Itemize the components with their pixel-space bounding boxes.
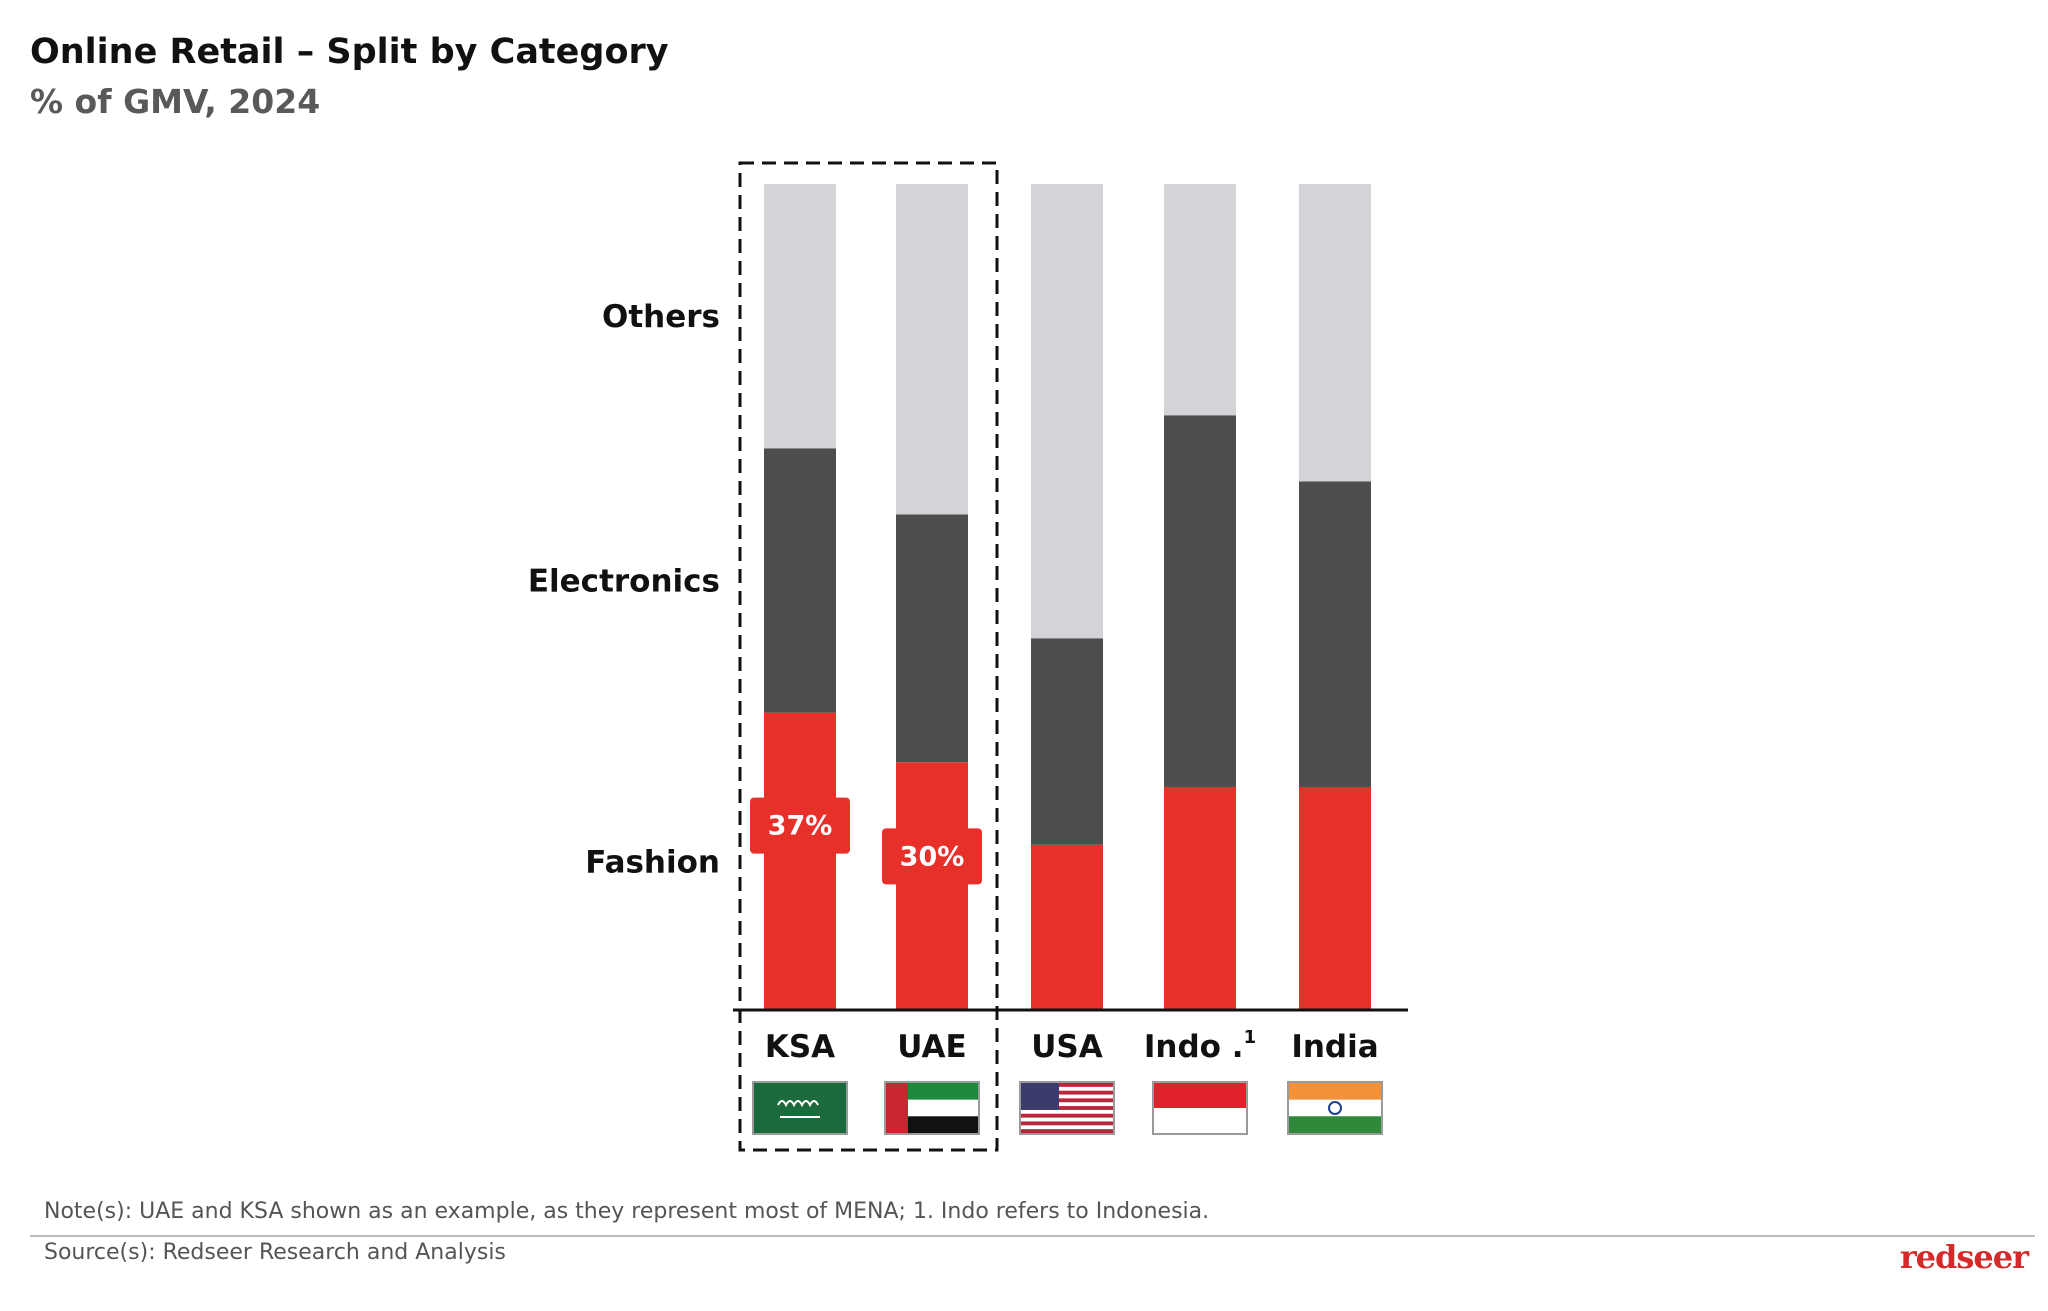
series-label-fashion: Fashion bbox=[585, 844, 720, 880]
chart-title: Online Retail – Split by Category bbox=[30, 32, 669, 72]
usa-flag-stripe bbox=[1021, 1098, 1113, 1103]
category-label-ksa: KSA bbox=[765, 1029, 835, 1065]
bar-electronics-ksa bbox=[764, 448, 836, 713]
india-flag-chakra bbox=[1328, 1101, 1342, 1115]
usa-flag-stripe bbox=[1021, 1106, 1113, 1110]
category-label-usa: USA bbox=[1031, 1029, 1103, 1065]
source-text: Source(s): Redseer Research and Analysis bbox=[44, 1240, 506, 1265]
bar-others-indo bbox=[1164, 184, 1236, 416]
bar-fashion-usa bbox=[1031, 844, 1103, 1010]
uae-flag bbox=[886, 1083, 978, 1100]
india-flag-green bbox=[1289, 1116, 1381, 1133]
bar-fashion-india bbox=[1299, 786, 1371, 1010]
usa-flag-stripe bbox=[1021, 1129, 1113, 1133]
usa-flag-canton bbox=[1021, 1083, 1059, 1110]
series-label-others: Others bbox=[602, 299, 720, 335]
stacked-bar-chart: 37% 30% KSA UAE USA Indo .1 India Fashion Electr… bbox=[528, 161, 1408, 1152]
bar-electronics-uae bbox=[896, 514, 968, 763]
uae-flag-red bbox=[886, 1083, 908, 1133]
data-label-box-ksa bbox=[750, 797, 850, 854]
brand-logo: redseer bbox=[1899, 1238, 2029, 1276]
bar-others-uae bbox=[896, 184, 968, 515]
footnote: Note(s): UAE and KSA shown as an example… bbox=[44, 1199, 1210, 1224]
india-flag-white bbox=[1289, 1099, 1381, 1117]
india-flag bbox=[1289, 1083, 1381, 1100]
series-label-electronics: Electronics bbox=[528, 563, 720, 599]
category-label-india: India bbox=[1291, 1029, 1378, 1065]
bar-others-usa bbox=[1031, 184, 1103, 639]
category-label-indo: Indo .1 bbox=[1144, 1027, 1256, 1065]
usa-flag-stripe bbox=[1021, 1113, 1113, 1118]
bar-electronics-indo bbox=[1164, 415, 1236, 787]
bar-fashion-ksa bbox=[764, 712, 836, 1010]
usa-flag-stripe bbox=[1021, 1083, 1113, 1087]
bar-electronics-india bbox=[1299, 481, 1371, 787]
saudi-arabia-flag bbox=[754, 1083, 846, 1133]
bar-fashion-indo bbox=[1164, 786, 1236, 1010]
saudi-flag-script bbox=[777, 1100, 819, 1108]
footer-divider bbox=[30, 1235, 2035, 1237]
chart-subtitle: % of GMV, 2024 bbox=[30, 82, 321, 121]
uae-flag-black bbox=[886, 1116, 978, 1133]
bar-electronics-usa bbox=[1031, 638, 1103, 845]
bar-others-india bbox=[1299, 184, 1371, 482]
data-label-box-uae bbox=[882, 828, 982, 885]
category-label-uae: UAE bbox=[897, 1029, 966, 1065]
highlight-box bbox=[738, 161, 999, 1152]
uae-flag-white bbox=[886, 1099, 978, 1117]
usa-flag-stripe bbox=[1021, 1121, 1113, 1126]
data-label-ksa: 37% bbox=[768, 811, 833, 842]
usa-flag-stripe bbox=[1021, 1090, 1113, 1095]
bar-fashion-uae bbox=[896, 762, 968, 1010]
data-label-uae: 30% bbox=[900, 841, 965, 872]
indonesia-flag-white bbox=[1154, 1108, 1246, 1133]
bar-others-ksa bbox=[764, 184, 836, 449]
indonesia-flag bbox=[1154, 1083, 1246, 1108]
